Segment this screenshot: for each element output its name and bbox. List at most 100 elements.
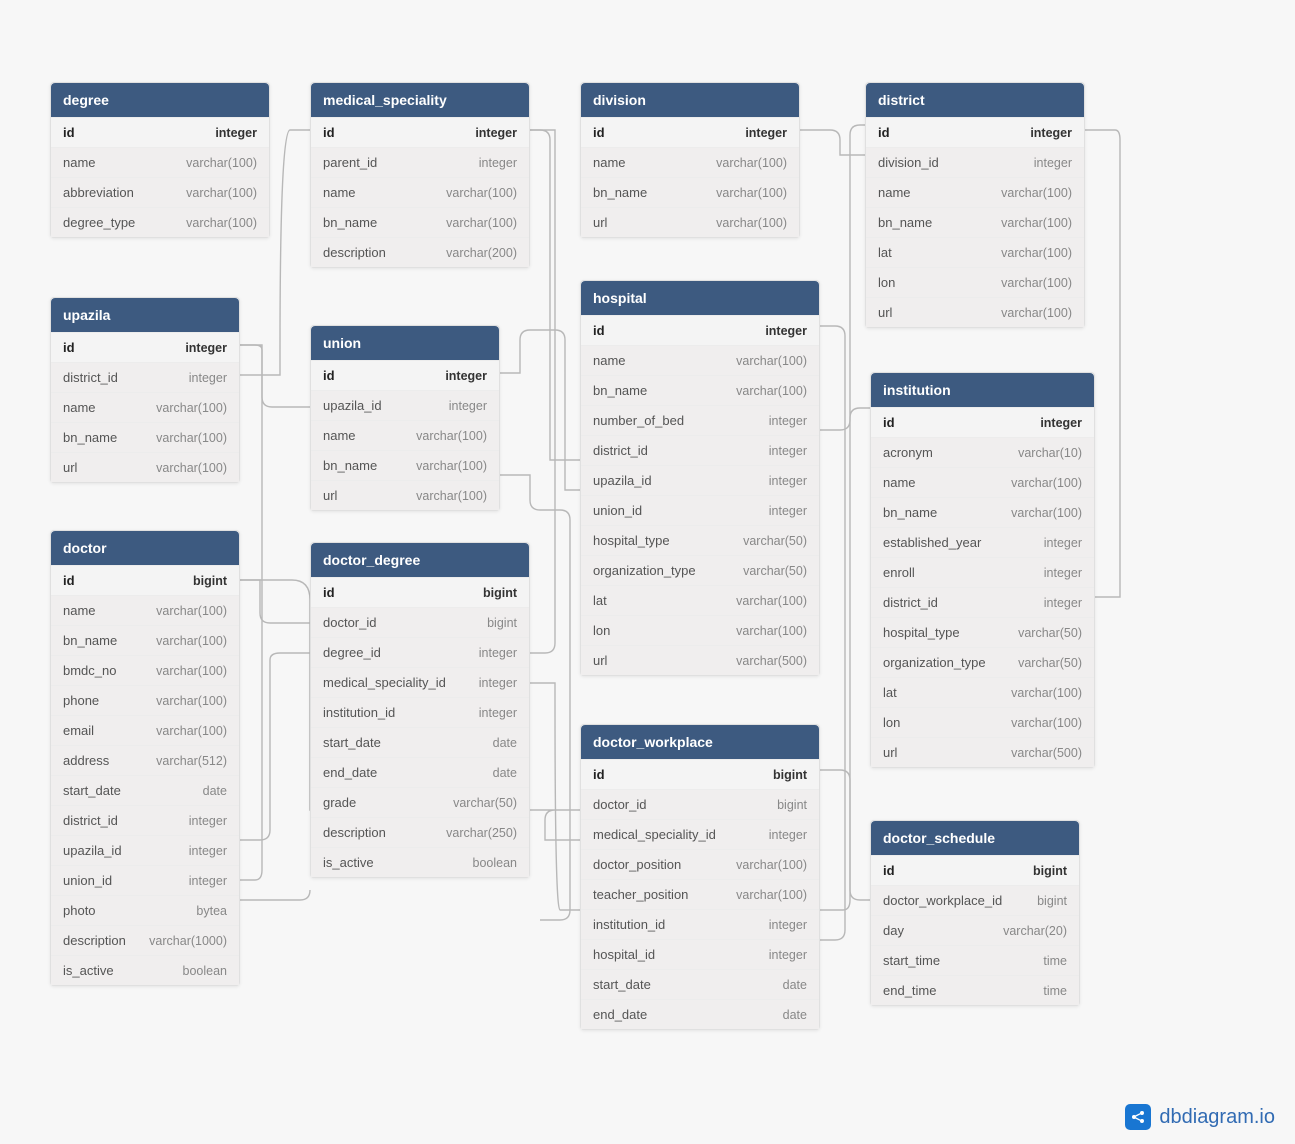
table-row[interactable]: established_yearinteger [871, 527, 1094, 557]
table-header[interactable]: district [866, 83, 1084, 117]
table-row[interactable]: start_datedate [581, 969, 819, 999]
table-degree[interactable]: degreeidintegernamevarchar(100)abbreviat… [50, 82, 270, 238]
table-header[interactable]: degree [51, 83, 269, 117]
table-row[interactable]: namevarchar(100) [311, 177, 529, 207]
table-row[interactable]: urlvarchar(100) [581, 207, 799, 237]
table-division[interactable]: divisionidintegernamevarchar(100)bn_name… [580, 82, 800, 238]
table-row[interactable]: descriptionvarchar(250) [311, 817, 529, 847]
table-row[interactable]: lonvarchar(100) [866, 267, 1084, 297]
table-institution[interactable]: institutionidintegeracronymvarchar(10)na… [870, 372, 1095, 768]
table-row[interactable]: start_timetime [871, 945, 1079, 975]
table-row[interactable]: end_timetime [871, 975, 1079, 1005]
table-row[interactable]: namevarchar(100) [581, 345, 819, 375]
table-row[interactable]: idbigint [871, 855, 1079, 885]
table-row[interactable]: phonevarchar(100) [51, 685, 239, 715]
table-row[interactable]: latvarchar(100) [866, 237, 1084, 267]
table-row[interactable]: end_datedate [311, 757, 529, 787]
table-row[interactable]: idinteger [311, 117, 529, 147]
table-row[interactable]: institution_idinteger [581, 909, 819, 939]
table-row[interactable]: acronymvarchar(10) [871, 437, 1094, 467]
table-header[interactable]: medical_speciality [311, 83, 529, 117]
table-row[interactable]: idinteger [581, 117, 799, 147]
table-hospital[interactable]: hospitalidintegernamevarchar(100)bn_name… [580, 280, 820, 676]
table-row[interactable]: doctor_workplace_idbigint [871, 885, 1079, 915]
table-row[interactable]: upazila_idinteger [581, 465, 819, 495]
table-row[interactable]: idinteger [581, 315, 819, 345]
table-row[interactable]: idbigint [581, 759, 819, 789]
table-header[interactable]: division [581, 83, 799, 117]
table-row[interactable]: idinteger [311, 360, 499, 390]
table-row[interactable]: namevarchar(100) [51, 595, 239, 625]
table-row[interactable]: medical_speciality_idinteger [311, 667, 529, 697]
table-row[interactable]: bn_namevarchar(100) [311, 207, 529, 237]
table-row[interactable]: bn_namevarchar(100) [51, 422, 239, 452]
table-row[interactable]: bn_namevarchar(100) [581, 375, 819, 405]
table-row[interactable]: parent_idinteger [311, 147, 529, 177]
table-row[interactable]: gradevarchar(50) [311, 787, 529, 817]
table-row[interactable]: bn_namevarchar(100) [51, 625, 239, 655]
table-header[interactable]: institution [871, 373, 1094, 407]
table-row[interactable]: bn_namevarchar(100) [866, 207, 1084, 237]
table-row[interactable]: hospital_typevarchar(50) [581, 525, 819, 555]
table-row[interactable]: namevarchar(100) [51, 392, 239, 422]
table-row[interactable]: district_idinteger [51, 362, 239, 392]
table-row[interactable]: district_idinteger [51, 805, 239, 835]
table-row[interactable]: medical_speciality_idinteger [581, 819, 819, 849]
table-upazila[interactable]: upazilaidintegerdistrict_idintegernameva… [50, 297, 240, 483]
table-union[interactable]: unionidintegerupazila_idintegernamevarch… [310, 325, 500, 511]
table-doctor_schedule[interactable]: doctor_scheduleidbigintdoctor_workplace_… [870, 820, 1080, 1006]
table-row[interactable]: idinteger [866, 117, 1084, 147]
table-row[interactable]: hospital_typevarchar(50) [871, 617, 1094, 647]
table-row[interactable]: idinteger [871, 407, 1094, 437]
table-row[interactable]: upazila_idinteger [51, 835, 239, 865]
table-row[interactable]: namevarchar(100) [51, 147, 269, 177]
table-row[interactable]: photobytea [51, 895, 239, 925]
table-row[interactable]: descriptionvarchar(200) [311, 237, 529, 267]
table-header[interactable]: doctor_workplace [581, 725, 819, 759]
table-row[interactable]: end_datedate [581, 999, 819, 1029]
table-row[interactable]: namevarchar(100) [866, 177, 1084, 207]
table-row[interactable]: district_idinteger [581, 435, 819, 465]
table-row[interactable]: lonvarchar(100) [581, 615, 819, 645]
table-row[interactable]: urlvarchar(500) [871, 737, 1094, 767]
table-row[interactable]: enrollinteger [871, 557, 1094, 587]
table-row[interactable]: latvarchar(100) [581, 585, 819, 615]
table-row[interactable]: emailvarchar(100) [51, 715, 239, 745]
table-row[interactable]: idinteger [51, 117, 269, 147]
table-row[interactable]: degree_idinteger [311, 637, 529, 667]
table-row[interactable]: addressvarchar(512) [51, 745, 239, 775]
table-row[interactable]: organization_typevarchar(50) [871, 647, 1094, 677]
table-row[interactable]: idbigint [311, 577, 529, 607]
table-row[interactable]: idinteger [51, 332, 239, 362]
table-row[interactable]: doctor_idbigint [581, 789, 819, 819]
table-row[interactable]: abbreviationvarchar(100) [51, 177, 269, 207]
table-row[interactable]: union_idinteger [581, 495, 819, 525]
table-row[interactable]: namevarchar(100) [871, 467, 1094, 497]
table-row[interactable]: start_datedate [51, 775, 239, 805]
table-row[interactable]: organization_typevarchar(50) [581, 555, 819, 585]
table-doctor[interactable]: doctoridbigintnamevarchar(100)bn_namevar… [50, 530, 240, 986]
table-row[interactable]: division_idinteger [866, 147, 1084, 177]
table-row[interactable]: urlvarchar(100) [866, 297, 1084, 327]
table-row[interactable]: latvarchar(100) [871, 677, 1094, 707]
table-row[interactable]: bmdc_novarchar(100) [51, 655, 239, 685]
table-row[interactable]: urlvarchar(100) [51, 452, 239, 482]
table-row[interactable]: hospital_idinteger [581, 939, 819, 969]
table-header[interactable]: doctor_schedule [871, 821, 1079, 855]
table-row[interactable]: union_idinteger [51, 865, 239, 895]
table-row[interactable]: degree_typevarchar(100) [51, 207, 269, 237]
table-medical_speciality[interactable]: medical_specialityidintegerparent_idinte… [310, 82, 530, 268]
table-row[interactable]: idbigint [51, 565, 239, 595]
table-row[interactable]: namevarchar(100) [581, 147, 799, 177]
table-row[interactable]: descriptionvarchar(1000) [51, 925, 239, 955]
table-doctor_workplace[interactable]: doctor_workplaceidbigintdoctor_idbigintm… [580, 724, 820, 1030]
table-row[interactable]: bn_namevarchar(100) [871, 497, 1094, 527]
table-row[interactable]: urlvarchar(500) [581, 645, 819, 675]
table-doctor_degree[interactable]: doctor_degreeidbigintdoctor_idbigintdegr… [310, 542, 530, 878]
table-row[interactable]: is_activeboolean [51, 955, 239, 985]
table-row[interactable]: upazila_idinteger [311, 390, 499, 420]
table-row[interactable]: teacher_positionvarchar(100) [581, 879, 819, 909]
table-row[interactable]: dayvarchar(20) [871, 915, 1079, 945]
table-row[interactable]: bn_namevarchar(100) [581, 177, 799, 207]
table-row[interactable]: is_activeboolean [311, 847, 529, 877]
